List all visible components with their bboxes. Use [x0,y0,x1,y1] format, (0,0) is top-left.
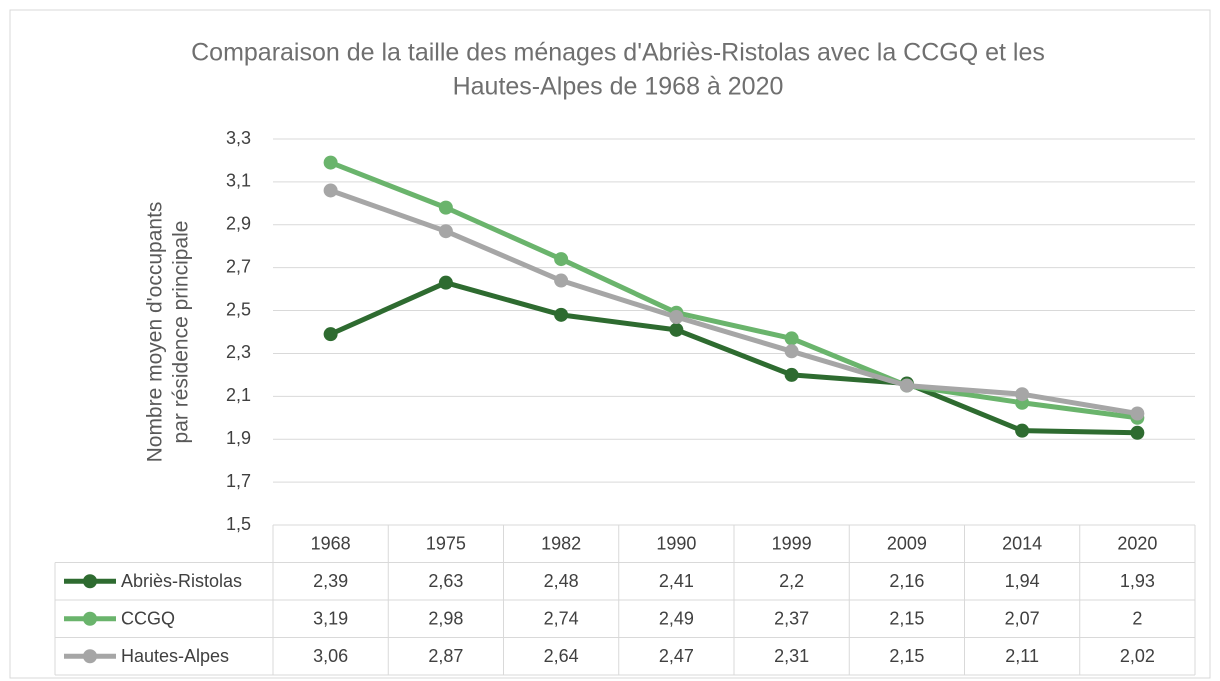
table-value: 2,98 [428,609,463,629]
table-value: 2 [1132,609,1142,629]
data-point [784,331,799,346]
legend-marker [83,649,97,664]
table-value: 2,31 [774,646,809,666]
data-point [554,252,569,267]
data-point [554,307,569,322]
data-point [1015,387,1030,402]
table-value: 2,64 [544,646,579,666]
legend-marker [83,574,97,589]
legend-marker [83,611,97,626]
table-value: 2,87 [428,646,463,666]
x-tick-label: 1982 [541,534,581,554]
y-tick-label: 2,5 [226,299,251,319]
table-value: 2,49 [659,609,694,629]
y-tick-label: 1,5 [226,514,251,534]
x-tick-label: 2020 [1117,534,1157,554]
y-tick-label: 1,9 [226,428,251,448]
table-value: 2,11 [1005,646,1039,666]
data-point [1130,425,1145,440]
x-tick-label: 1990 [656,534,696,554]
data-point [1130,406,1145,421]
table-value: 2,2 [779,571,804,591]
table-value: 1,93 [1120,571,1155,591]
y-tick-label: 3,1 [226,171,251,191]
table-value: 2,07 [1005,609,1040,629]
table-value: 2,63 [428,571,463,591]
chart-title: Comparaison de la taille des ménages d'A… [191,39,1045,67]
table-value: 2,37 [774,609,809,629]
x-tick-label: 2009 [887,534,927,554]
chart-frame [9,9,1211,679]
series-line [329,188,1138,416]
y-tick-label: 3,3 [226,128,251,148]
y-tick-label: 2,7 [226,256,251,276]
y-tick-label: 2,9 [226,214,251,234]
x-tick-label: 2014 [1002,534,1042,554]
legend-label: Hautes-Alpes [121,646,229,666]
data-point [669,309,684,324]
x-tick-label: 1999 [772,534,812,554]
chart-title: Hautes-Alpes de 1968 à 2020 [453,73,784,101]
table-value: 2,41 [659,571,694,591]
y-axis-label-line: par résidence principale [170,221,193,444]
series-line [329,160,1138,421]
data-point [784,344,799,359]
data-point [1015,423,1030,438]
table-value: 3,06 [313,646,348,666]
table-value: 2,48 [544,571,579,591]
table-value: 1,94 [1005,571,1040,591]
table-value: 2,02 [1120,646,1155,666]
table-value: 2,74 [544,609,579,629]
y-tick-label: 2,1 [226,385,251,405]
table-value: 2,15 [889,646,924,666]
data-point [669,322,684,337]
y-axis-label: Nombre moyen d'occupants par résidence p… [144,202,193,463]
data-point [554,273,569,288]
table-value: 2,15 [889,609,924,629]
legend-label: CCGQ [121,609,175,629]
data-point [323,155,338,170]
table-value: 2,16 [889,571,924,591]
data-point [323,183,338,198]
table-value: 2,39 [313,571,348,591]
data-point [323,327,338,342]
data-point [438,224,453,239]
data-point [784,367,799,382]
data-point [899,378,914,393]
series-line [329,280,1138,436]
data-point [438,275,453,290]
table-value: 2,47 [659,646,694,666]
table-value: 3,19 [313,609,348,629]
x-tick-label: 1975 [426,534,466,554]
y-tick-label: 1,7 [226,471,251,491]
data-point [438,200,453,215]
legend-label: Abriès-Ristolas [121,571,242,591]
x-tick-label: 1968 [311,534,351,554]
y-axis-label-line: Nombre moyen d'occupants [144,202,167,463]
y-tick-label: 2,3 [226,342,251,362]
